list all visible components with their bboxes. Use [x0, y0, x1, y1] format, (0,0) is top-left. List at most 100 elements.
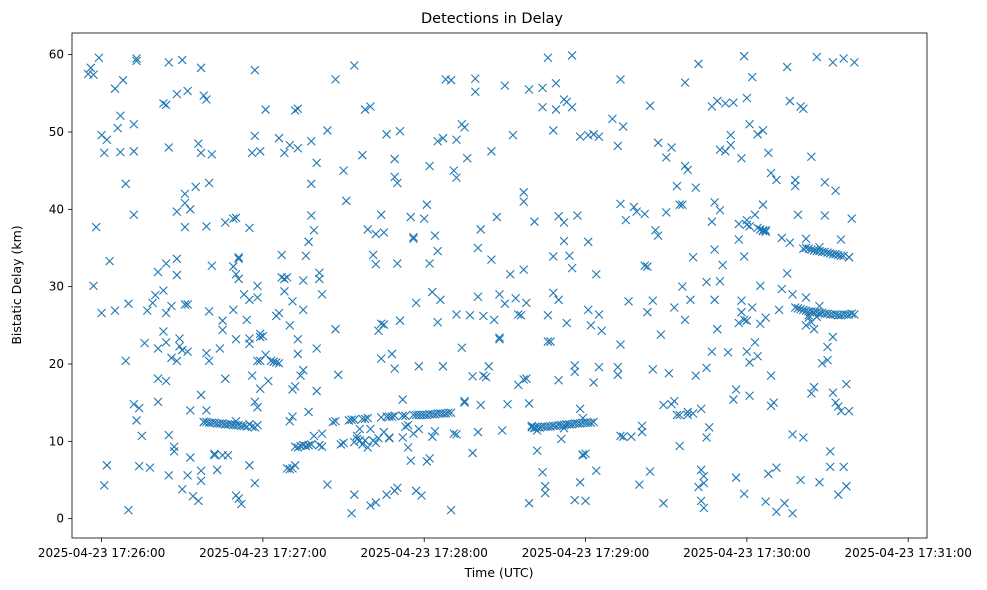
data-point [164, 470, 174, 480]
data-point [680, 161, 690, 171]
data-point [613, 362, 623, 372]
data-point [573, 211, 582, 220]
data-point [376, 319, 386, 329]
data-point [742, 93, 752, 103]
data-point [161, 376, 171, 386]
data-point [729, 395, 738, 404]
data-point [723, 348, 733, 357]
data-point [102, 135, 112, 145]
data-point [317, 442, 327, 452]
data-point [280, 148, 289, 158]
x-tick-label: 2025-04-23 17:27:00 [199, 546, 326, 560]
data-point [468, 448, 478, 458]
data-point [387, 349, 397, 359]
data-point [215, 344, 225, 353]
data-point [551, 105, 561, 114]
data-point [161, 100, 171, 110]
data-point [102, 460, 112, 470]
data-point [196, 466, 206, 476]
data-point [642, 307, 652, 317]
data-point [712, 324, 722, 334]
data-point [503, 399, 512, 409]
data-point [274, 308, 284, 318]
data-point [331, 75, 340, 84]
data-point [586, 320, 596, 330]
data-point [312, 386, 322, 396]
data-point [132, 56, 141, 66]
data-point [357, 150, 367, 160]
data-point [586, 418, 596, 428]
data-point [540, 481, 550, 491]
data-point [729, 98, 738, 107]
data-point [675, 200, 685, 210]
data-point [820, 211, 830, 220]
data-point [253, 402, 262, 412]
data-point [180, 189, 190, 199]
data-point [790, 303, 800, 312]
data-point [715, 145, 725, 155]
data-points [83, 51, 859, 518]
data-point [357, 440, 367, 449]
data-point [694, 482, 703, 492]
data-point [220, 218, 230, 227]
data-point [578, 450, 588, 459]
data-point [132, 416, 141, 425]
data-point [406, 456, 416, 466]
data-point [274, 133, 284, 143]
data-point [285, 416, 295, 426]
data-point [196, 476, 206, 486]
data-point [621, 215, 631, 225]
data-point [554, 375, 564, 385]
data-point [121, 179, 131, 189]
data-point [798, 104, 808, 114]
data-point [164, 57, 174, 67]
data-point [94, 53, 104, 63]
data-point [613, 141, 623, 151]
data-point [288, 412, 297, 421]
data-point [153, 267, 163, 277]
data-point [446, 505, 456, 515]
data-point [734, 219, 744, 229]
data-point [401, 411, 410, 421]
data-point [720, 146, 730, 156]
data-point [196, 148, 206, 158]
data-point [196, 390, 206, 400]
data-point [519, 265, 529, 275]
data-point [742, 316, 752, 326]
data-point [616, 340, 625, 350]
data-point [137, 431, 147, 441]
data-point [583, 305, 593, 315]
data-point [726, 140, 736, 150]
data-point [309, 431, 319, 441]
y-tick-label: 10 [49, 434, 64, 448]
data-point [500, 299, 510, 309]
data-point [347, 415, 357, 425]
data-point [815, 301, 824, 311]
data-point [659, 400, 668, 410]
data-point [255, 146, 265, 156]
y-tick-label: 40 [49, 202, 64, 216]
x-tick-label: 2025-04-23 17:29:00 [522, 546, 649, 560]
data-point [180, 222, 190, 232]
data-point [540, 488, 550, 498]
data-point [511, 293, 521, 303]
data-point [304, 237, 313, 247]
data-point [833, 402, 843, 411]
data-point [444, 408, 453, 418]
data-point [134, 461, 144, 471]
data-point [664, 368, 674, 378]
data-point [538, 467, 547, 477]
data-point [801, 234, 811, 244]
data-point [745, 221, 754, 231]
data-point [204, 356, 214, 366]
data-point [255, 332, 265, 342]
data-point [419, 214, 429, 223]
data-point [228, 262, 238, 271]
data-point [167, 301, 176, 311]
data-point [839, 462, 849, 472]
data-point [255, 384, 265, 394]
data-point [234, 494, 244, 503]
data-point [508, 130, 518, 140]
data-point [371, 259, 381, 269]
data-point [395, 316, 405, 326]
